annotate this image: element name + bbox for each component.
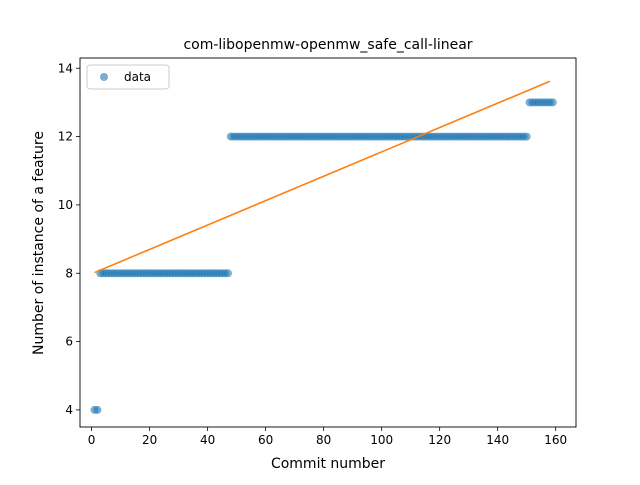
x-tick-label: 120 [428,433,451,447]
x-tick-label: 140 [486,433,509,447]
x-axis-label: Commit number [271,456,385,472]
y-tick-label: 8 [65,266,73,280]
x-tick-label: 80 [316,433,331,447]
fit-line [94,80,551,274]
legend-label: data [124,70,151,84]
x-tick-label: 160 [544,433,567,447]
data-point [522,132,531,141]
y-tick-label: 14 [58,61,73,75]
x-tick-label: 60 [258,433,273,447]
y-tick-label: 6 [65,335,73,349]
plot-frame [79,57,577,428]
x-tick-label: 100 [370,433,393,447]
x-tick-label: 0 [88,433,96,447]
y-tick-label: 4 [65,403,73,417]
data-point [93,405,102,414]
axes: 0 20 40 60 80 100 120 140 160 4 6 8 10 12 14 [58,57,577,447]
y-tick-label: 10 [58,198,73,212]
y-tick-label: 12 [58,130,73,144]
y-axis-label: Number of instance of a feature [31,131,47,355]
legend: data [86,64,170,90]
legend-marker [100,73,108,81]
x-tick-label: 40 [200,433,215,447]
data-point [548,98,557,107]
x-tick-label: 20 [142,433,157,447]
chart-title: com-libopenmw-openmw_safe_call-linear [183,37,472,53]
plot-area [90,80,557,414]
legend-box [86,64,170,90]
data-point [223,269,232,278]
